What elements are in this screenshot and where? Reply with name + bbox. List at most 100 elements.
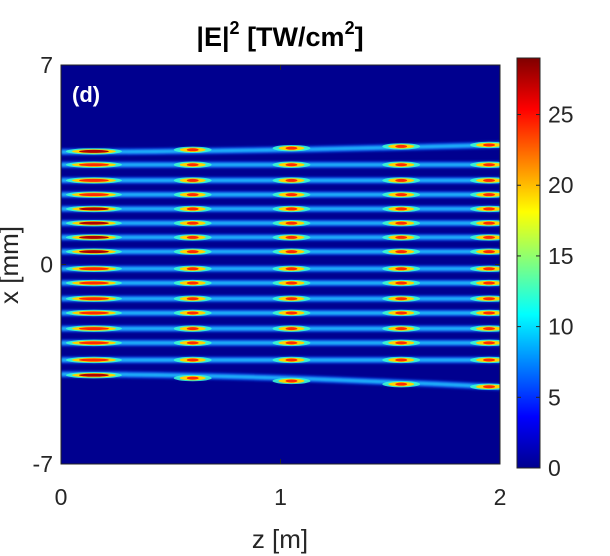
hotspot-peak <box>186 358 199 362</box>
hotspot-peak <box>186 311 199 315</box>
colorbar-tick-label: 5 <box>548 384 561 410</box>
hotspot-peak <box>395 281 408 285</box>
heatmap-plot <box>60 64 501 465</box>
colorbar-tick-label: 20 <box>548 172 574 198</box>
x-tick-label: 0 <box>55 484 68 510</box>
hotspot-peak <box>285 207 298 211</box>
colorbar: 0 5 10 15 20 25 <box>516 57 574 481</box>
x-tick-label: 1 <box>274 484 287 510</box>
hotspot-peak <box>285 379 298 383</box>
hotspot-peak <box>78 267 109 271</box>
hotspot-peak <box>395 311 408 315</box>
hotspot-peak <box>483 250 496 254</box>
hotspot-peak <box>78 358 109 362</box>
hotspot-peak <box>395 297 408 301</box>
hotspot-peak <box>186 297 199 301</box>
hotspot-peak <box>395 267 408 271</box>
hotspot-peak <box>395 358 408 362</box>
hotspot-peak <box>483 143 496 147</box>
hotspot-peak <box>285 193 298 197</box>
hotspot-peak <box>186 341 199 345</box>
x-tick-label: 2 <box>494 484 507 510</box>
hotspot-peak <box>483 178 496 182</box>
hotspot-peak <box>186 193 199 197</box>
plot-background <box>61 65 500 464</box>
hotspot-peak <box>285 250 298 254</box>
y-axis-label: x [mm] <box>0 226 24 304</box>
hotspot-peak <box>483 207 496 211</box>
hotspot-peak <box>483 297 496 301</box>
hotspot-peak <box>186 221 199 225</box>
y-axis: -7 0 7 <box>33 52 500 477</box>
hotspot-peak <box>483 235 496 239</box>
hotspot-peak <box>483 163 496 167</box>
hotspot-peak <box>395 382 408 386</box>
hotspot-peak <box>483 358 496 362</box>
hotspot-peak <box>285 281 298 285</box>
hotspot-peak <box>78 163 109 167</box>
hotspot-peak <box>285 327 298 331</box>
hotspot-peak <box>78 193 109 197</box>
hotspot-peak <box>78 149 109 153</box>
hotspot-layer <box>65 141 500 390</box>
hotspot-peak <box>483 341 496 345</box>
hotspot-peak <box>285 341 298 345</box>
hotspot-peak <box>395 207 408 211</box>
colorbar-ticks: 0 5 10 15 20 25 <box>517 102 574 481</box>
hotspot-peak <box>395 221 408 225</box>
hotspot-peak <box>186 267 199 271</box>
hotspot-peak <box>285 235 298 239</box>
hotspot-peak <box>78 327 109 331</box>
hotspot-peak <box>395 178 408 182</box>
y-tick-label: 7 <box>40 52 53 78</box>
hotspot-peak <box>78 311 109 315</box>
hotspot-peak <box>186 281 199 285</box>
hotspot-peak <box>78 297 109 301</box>
hotspot-peak <box>78 341 109 345</box>
hotspot-peak <box>78 373 109 377</box>
hotspot-peak <box>78 281 109 285</box>
hotspot-peak <box>285 311 298 315</box>
hotspot-peak <box>186 178 199 182</box>
hotspot-peak <box>395 193 408 197</box>
hotspot-peak <box>395 341 408 345</box>
hotspot-peak <box>186 148 199 152</box>
hotspot-peak <box>285 297 298 301</box>
y-tick-label: 0 <box>40 252 53 278</box>
hotspot-peak <box>186 376 199 380</box>
hotspot-peak <box>186 207 199 211</box>
x-axis: 0 1 2 <box>55 65 507 510</box>
hotspot-peak <box>483 221 496 225</box>
colorbar-tick-label: 10 <box>548 314 574 340</box>
colorbar-tick-label: 0 <box>548 455 561 481</box>
hotspot-peak <box>285 178 298 182</box>
hotspot-peak <box>483 385 496 389</box>
hotspot-peak <box>186 163 199 167</box>
colorbar-tick-label: 15 <box>548 243 574 269</box>
hotspot-peak <box>78 178 109 182</box>
hotspot-peak <box>483 193 496 197</box>
hotspot-peak <box>78 207 109 211</box>
hotspot-peak <box>186 235 199 239</box>
hotspot-peak <box>395 327 408 331</box>
y-tick-label: -7 <box>33 451 53 477</box>
hotspot-peak <box>285 163 298 167</box>
hotspot-peak <box>483 281 496 285</box>
hotspot-peak <box>395 163 408 167</box>
hotspot-peak <box>395 250 408 254</box>
hotspot-peak <box>285 146 298 150</box>
hotspot-peak <box>395 144 408 148</box>
hotspot-peak <box>186 327 199 331</box>
hotspot-peak <box>78 235 109 239</box>
hotspot-peak <box>285 267 298 271</box>
hotspot-peak <box>285 221 298 225</box>
hotspot-peak <box>186 250 199 254</box>
hotspot-peak <box>78 250 109 254</box>
hotspot-peak <box>78 221 109 225</box>
colorbar-tick-label: 25 <box>548 102 574 128</box>
hotspot-peak <box>483 327 496 331</box>
hotspot-peak <box>483 311 496 315</box>
x-axis-label: z [m] <box>252 524 308 554</box>
panel-label: (d) <box>72 82 100 107</box>
